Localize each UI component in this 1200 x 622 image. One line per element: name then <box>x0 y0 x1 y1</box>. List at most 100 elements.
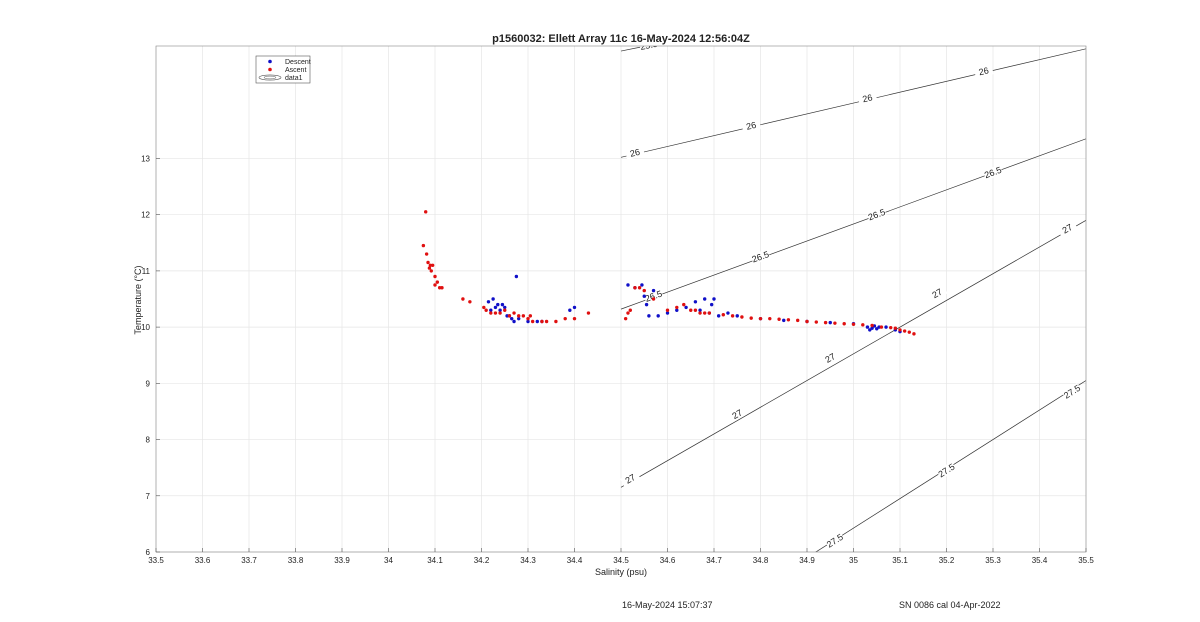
x-tick-label: 35.4 <box>1032 556 1048 565</box>
point-ascent <box>796 318 800 323</box>
point-ascent <box>503 308 507 312</box>
contour-line <box>620 219 1086 488</box>
contour-label: 27 <box>1061 222 1075 236</box>
point-descent <box>572 305 577 310</box>
point-ascent <box>665 308 670 312</box>
point-descent <box>644 302 649 307</box>
point-ascent <box>544 319 549 324</box>
point-ascent <box>482 305 486 310</box>
point-ascent <box>693 308 698 312</box>
point-ascent <box>805 319 809 324</box>
contour-label-bg <box>639 46 659 53</box>
x-tick-label: 34 <box>384 556 393 565</box>
point-ascent <box>749 316 753 320</box>
legend-descent-label: Descent <box>285 59 311 66</box>
point-descent <box>493 305 498 310</box>
point-ascent <box>489 311 493 315</box>
x-tick-label: 35.2 <box>939 556 955 565</box>
contour-label-bg <box>1057 219 1078 238</box>
contour-label-bg <box>741 118 762 133</box>
point-ascent <box>435 280 440 284</box>
contour-label: 26 <box>745 120 757 132</box>
x-tick-label: 34.4 <box>567 556 583 565</box>
contour-label-bg <box>973 64 994 79</box>
y-tick-label: 11 <box>142 267 151 276</box>
x-tick-label: 33.9 <box>334 556 350 565</box>
point-ascent <box>689 308 693 312</box>
point-ascent <box>424 210 428 214</box>
contour-label: 27 <box>623 472 637 486</box>
point-ascent <box>430 263 435 267</box>
point-descent <box>640 283 644 287</box>
y-axis-ticks: 6 7 8 9 10 11 12 13 <box>141 154 160 557</box>
x-tick-label: 33.8 <box>288 556 304 565</box>
data-points <box>421 210 916 336</box>
point-descent <box>665 311 670 315</box>
point-descent <box>526 319 530 324</box>
point-descent <box>877 325 881 329</box>
point-ascent <box>461 297 465 301</box>
point-ascent <box>842 322 846 326</box>
footer-timestamp: 16-May-2024 15:07:37 <box>622 600 713 610</box>
x-axis-ticks: 33.5 33.6 33.7 33.8 33.9 34 34.1 34.2 34.3 34.4 34… <box>148 548 1094 565</box>
point-ascent <box>730 314 735 318</box>
contour-label-bg <box>620 470 641 488</box>
footer-serial: SN 0086 cal 04-Apr-2022 <box>899 600 1001 610</box>
point-ascent <box>493 311 498 315</box>
point-descent <box>517 316 521 321</box>
point-descent <box>726 311 730 315</box>
contour-label-bg <box>1061 382 1083 401</box>
contour-label-bg <box>726 405 748 424</box>
point-ascent <box>421 243 426 248</box>
point-ascent <box>572 316 577 321</box>
x-tick-label: 33.7 <box>241 556 257 565</box>
point-ascent <box>468 300 472 304</box>
contour-label-bg <box>926 284 948 303</box>
point-ascent <box>893 326 898 330</box>
point-ascent <box>637 286 642 290</box>
point-ascent <box>428 263 433 267</box>
contour-line <box>620 138 1086 310</box>
x-tick-label: 35.5 <box>1078 556 1094 565</box>
point-ascent <box>721 313 725 317</box>
point-descent <box>675 308 679 312</box>
x-tick-label: 34.5 <box>613 556 629 565</box>
legend-marker-data1 <box>258 74 282 81</box>
point-ascent <box>698 311 702 315</box>
point-ascent <box>540 319 544 324</box>
legend-ascent-label: Ascent <box>285 67 306 74</box>
point-ascent <box>870 323 874 328</box>
point-ascent <box>703 311 707 315</box>
contour-label-bg <box>982 164 1004 181</box>
point-descent <box>496 302 500 307</box>
point-ascent <box>554 319 558 324</box>
y-tick-label: 9 <box>146 379 151 388</box>
point-ascent <box>912 332 916 336</box>
point-ascent <box>424 252 429 256</box>
x-tick-label: 34.1 <box>427 556 443 565</box>
x-tick-label: 34.3 <box>520 556 536 565</box>
point-descent <box>870 326 874 330</box>
contour-label-bg <box>866 206 887 223</box>
point-descent <box>489 308 493 312</box>
chart-title: p1560032: Ellett Array 11c 16-May-2024 1… <box>492 33 750 45</box>
x-tick-label: 34.9 <box>799 556 815 565</box>
point-ascent <box>675 305 679 310</box>
point-descent <box>828 320 832 325</box>
point-ascent <box>651 297 656 301</box>
point-descent <box>491 297 495 301</box>
point-descent <box>486 300 491 304</box>
y-axis-label: Temperature (°C) <box>133 265 143 334</box>
contour-label-bg <box>936 461 957 480</box>
point-ascent <box>530 319 535 324</box>
point-ascent <box>902 329 907 333</box>
point-descent <box>500 302 505 307</box>
point-descent <box>568 308 572 312</box>
x-axis-label: Salinity (psu) <box>595 567 647 577</box>
point-descent <box>651 288 656 293</box>
point-ascent <box>427 266 432 270</box>
point-descent <box>884 325 888 329</box>
y-tick-label: 8 <box>146 436 151 445</box>
x-tick-label: 35.3 <box>985 556 1001 565</box>
